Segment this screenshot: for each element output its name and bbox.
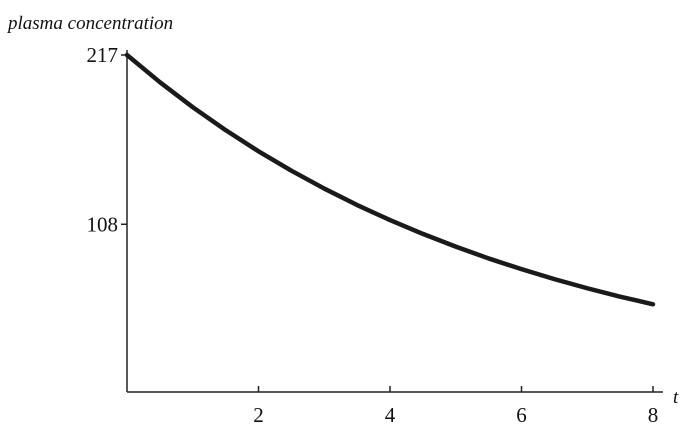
concentration-curve xyxy=(124,52,656,307)
tick-labels: 2 4 6 8 108 217 xyxy=(87,43,659,427)
y-axis-label: plasma concentration xyxy=(6,13,173,34)
x-axis-label: t xyxy=(673,387,679,408)
x-tick-label-8: 8 xyxy=(648,403,659,427)
x-tick-label-6: 6 xyxy=(516,403,527,427)
x-tick-label-4: 4 xyxy=(385,403,396,427)
y-tick-label-217: 217 xyxy=(87,43,119,67)
tick-marks xyxy=(121,54,654,392)
y-tick-label-108: 108 xyxy=(87,212,119,236)
x-tick-label-2: 2 xyxy=(253,403,264,427)
